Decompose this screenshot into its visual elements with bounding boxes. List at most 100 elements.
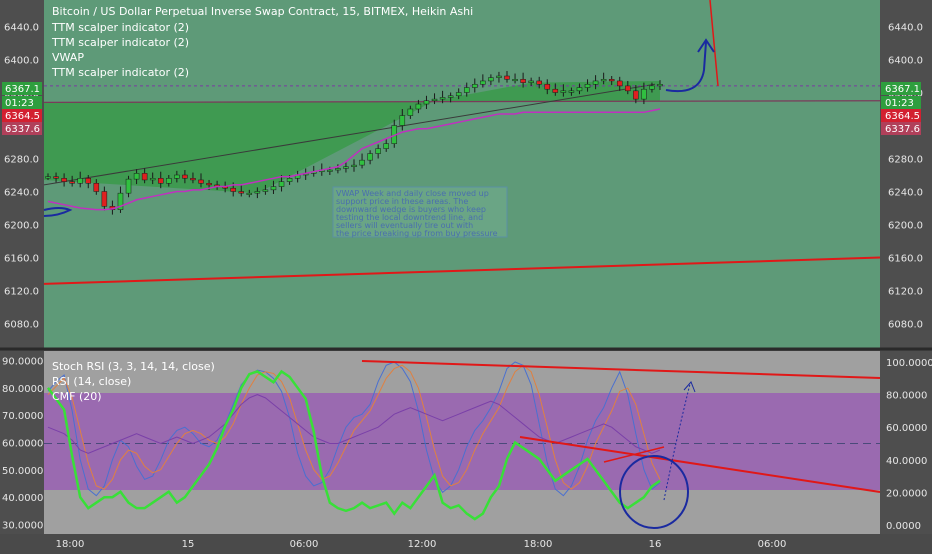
right-price-tick: 6160.0 <box>888 254 923 265</box>
lower-legend-stoch-rsi[interactable]: Stoch RSI (3, 3, 14, 14, close) <box>52 360 215 373</box>
blue-mark-left <box>43 207 73 217</box>
right-price-tick: 6200.0 <box>888 221 923 232</box>
left-price-badge <box>2 96 42 109</box>
lower-left-axis-background <box>0 351 44 534</box>
candle-up <box>278 181 285 187</box>
main-plot <box>43 0 881 285</box>
left-price-badge <box>2 109 42 122</box>
candle-up <box>117 192 124 210</box>
right-lower-tick: 60.0000 <box>886 423 927 434</box>
right-price-tick: 6120.0 <box>888 287 923 298</box>
right-price-tick: 6400.0 <box>888 56 923 67</box>
candle-up <box>351 164 357 168</box>
indicator-legend-vwap[interactable]: VWAP <box>52 51 84 64</box>
candle-down <box>61 178 67 182</box>
chart-title: Bitcoin / US Dollar Perpetual Inverse Sw… <box>52 5 473 18</box>
candle-up <box>512 79 518 82</box>
candle-down <box>230 187 236 192</box>
candle-down <box>85 178 92 184</box>
annotation-text-line: the price breaking up from buy pressure <box>336 229 498 238</box>
annotation-text-line: sellers will eventually tire out with <box>336 221 473 230</box>
candle-up <box>262 189 269 192</box>
left-lower-tick: 50.0000 <box>2 466 43 477</box>
candle-down <box>633 90 639 100</box>
left-price-tick: 6120.0 <box>4 287 39 298</box>
wedge-fill <box>44 80 660 194</box>
candle-up <box>568 90 575 93</box>
blue-arrow-head <box>697 38 715 53</box>
annotation-text-line: downward wedge is buyers who keep <box>336 205 486 214</box>
right-price-badge-text: 6337.6 <box>885 124 920 135</box>
axes: 6440.06400.06360.06280.06240.06200.06160… <box>2 23 932 551</box>
projection-line <box>709 0 719 86</box>
left-lower-tick: 30.0000 <box>2 521 43 532</box>
indicator-legend-1[interactable]: TTM scalper indicator (2) <box>51 21 189 34</box>
candle-up <box>174 174 180 179</box>
left-price-tick: 6200.0 <box>4 221 39 232</box>
candle-up <box>439 97 446 100</box>
left-price-tick: 6160.0 <box>4 254 39 265</box>
indicator-legend-2[interactable]: TTM scalper indicator (2) <box>51 36 189 49</box>
candle-up <box>125 178 132 194</box>
candle-down <box>536 80 542 85</box>
right-lower-tick: 20.0000 <box>886 488 927 499</box>
candle-up <box>455 92 462 97</box>
right-axis-background <box>880 0 932 348</box>
annotation-text-line: support price in these areas. The <box>336 197 468 206</box>
candle-up <box>399 115 406 126</box>
candle-down <box>93 183 100 192</box>
blue-circle <box>619 455 689 529</box>
candle-down <box>190 178 196 181</box>
candle-down <box>625 85 631 92</box>
price-badges: 6367.1 01:23 6364.5 6337.6 6367.1 01:23 6364.5… <box>2 82 921 135</box>
indicator-legend-3[interactable]: TTM scalper indicator (2) <box>51 66 189 79</box>
time-tick: 15 <box>182 539 195 550</box>
left-price-tick: 6400.0 <box>4 56 39 67</box>
left-price-tick: 6080.0 <box>4 320 39 331</box>
candle-down <box>182 174 188 179</box>
candle-up <box>407 108 414 116</box>
candle-up <box>254 191 261 194</box>
left-price-badge-text: 01:23 <box>5 98 34 109</box>
annotation-text: VWAP Week and daily close moved up suppor… <box>336 189 498 238</box>
lower-plot <box>44 360 881 529</box>
cmf-line <box>46 369 661 521</box>
candle-up <box>584 84 591 88</box>
candle-up <box>423 100 430 105</box>
candle-down <box>198 179 204 184</box>
left-price-badge-text: 6367.1 <box>5 84 40 95</box>
time-axis-background <box>0 534 932 550</box>
candle-down <box>504 75 510 80</box>
right-price-tick: 6280.0 <box>888 155 923 166</box>
time-tick: 06:00 <box>758 539 787 550</box>
left-price-badge-text: 6337.6 <box>5 124 40 135</box>
left-lower-tick: 80.0000 <box>2 384 43 395</box>
right-price-tick: 6080.0 <box>888 320 923 331</box>
candle-down <box>238 191 245 194</box>
candle-up <box>335 168 341 171</box>
right-lower-tick: 80.0000 <box>886 391 927 402</box>
time-tick: 06:00 <box>290 539 319 550</box>
time-tick: 16 <box>649 539 662 550</box>
annotation-box[interactable]: VWAP Week and daily close moved up suppor… <box>332 186 508 238</box>
candle-down <box>206 183 212 186</box>
left-price-badge-text: 6364.5 <box>5 111 40 122</box>
breakout-line <box>603 446 665 463</box>
lower-legend-cmf[interactable]: CMF (20) <box>52 390 102 403</box>
candle-up <box>375 148 381 154</box>
candle-up <box>415 103 422 110</box>
candle-down <box>616 80 623 87</box>
resistance-line <box>43 100 881 104</box>
left-price-tick: 6240.0 <box>4 188 39 199</box>
candle-up <box>472 84 478 88</box>
candle-up <box>359 159 365 166</box>
right-price-badge <box>881 109 921 122</box>
right-price-badge <box>881 82 921 95</box>
candle-up <box>149 178 156 181</box>
lower-legend-rsi[interactable]: RSI (14, close) <box>52 375 131 388</box>
candle-up <box>576 87 583 92</box>
candle-down <box>552 88 559 93</box>
left-lower-tick: 60.0000 <box>2 439 43 450</box>
vwap-line <box>47 108 661 211</box>
annotation-text-line: VWAP Week and daily close moved up <box>336 189 489 198</box>
